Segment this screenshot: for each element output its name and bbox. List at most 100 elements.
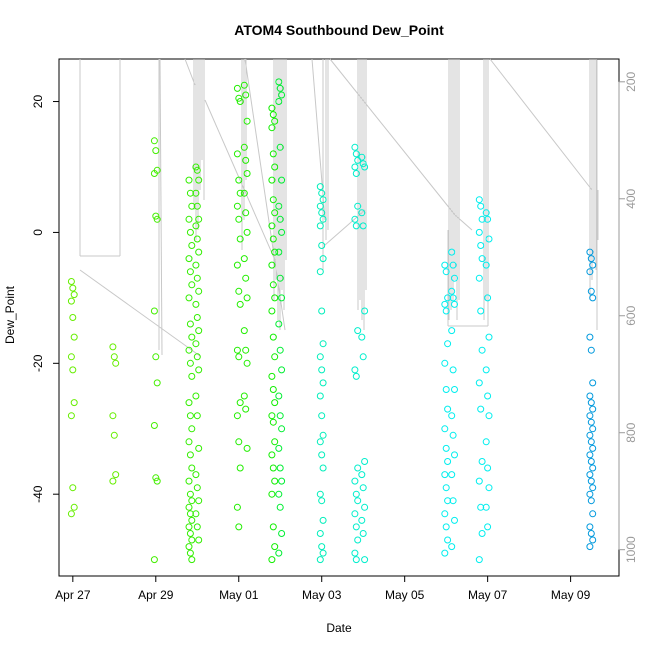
data-point	[188, 464, 196, 472]
data-point	[240, 327, 248, 335]
data-point	[441, 359, 449, 367]
data-point	[268, 307, 276, 315]
data-point	[485, 412, 493, 420]
data-point	[195, 366, 203, 374]
data-point	[358, 516, 366, 524]
data-point	[352, 372, 360, 380]
data-point	[586, 268, 594, 276]
data-point	[589, 379, 597, 387]
data-point	[318, 366, 326, 374]
data-point	[587, 287, 595, 295]
data-point	[442, 523, 450, 531]
data-point	[185, 523, 193, 531]
data-point	[478, 255, 486, 263]
data-point	[448, 327, 456, 335]
data-point	[240, 81, 248, 89]
data-point	[271, 163, 279, 171]
data-point	[477, 307, 485, 315]
data-point	[475, 196, 483, 204]
data-point	[451, 300, 458, 308]
x-tick-label: Apr 29	[138, 588, 174, 602]
profile-trace	[159, 58, 163, 356]
data-point	[110, 353, 118, 361]
data-point	[192, 261, 200, 269]
data-point	[193, 166, 201, 174]
data-point	[358, 153, 366, 161]
data-point	[586, 412, 594, 420]
data-point	[193, 235, 201, 243]
data-point	[153, 379, 161, 387]
data-point	[589, 425, 597, 433]
data-point	[236, 464, 244, 472]
data-point	[188, 556, 196, 564]
data-point	[150, 307, 158, 315]
data-point	[351, 510, 359, 518]
data-point	[112, 471, 120, 479]
data-point	[110, 431, 118, 439]
data-point	[278, 425, 286, 433]
data-point	[268, 124, 276, 132]
data-point	[316, 202, 324, 210]
data-point	[269, 150, 277, 158]
data-point	[586, 392, 594, 400]
data-point	[359, 222, 367, 230]
data-point	[188, 497, 196, 505]
data-point	[233, 150, 241, 158]
data-point	[442, 386, 450, 393]
data-point	[271, 543, 279, 551]
data-point	[271, 438, 279, 446]
data-point	[316, 222, 324, 230]
data-point	[235, 438, 243, 446]
data-point	[441, 549, 449, 557]
data-point	[193, 202, 201, 210]
data-point	[354, 327, 362, 335]
data-point	[587, 418, 595, 426]
data-point	[233, 202, 241, 210]
data-point	[359, 353, 367, 361]
data-point	[152, 474, 160, 482]
data-point	[268, 490, 276, 498]
x-tick-label: May 09	[551, 588, 591, 602]
data-point	[318, 543, 326, 551]
data-point	[276, 84, 284, 92]
data-point	[448, 543, 456, 551]
data-point	[275, 444, 283, 452]
data-point	[484, 392, 492, 400]
data-point	[316, 490, 324, 498]
data-point	[587, 438, 595, 446]
data-point	[276, 215, 284, 223]
data-point	[242, 405, 250, 413]
data-point	[192, 510, 200, 518]
data-point	[586, 490, 594, 498]
data-point	[185, 543, 193, 551]
data-point	[276, 503, 284, 511]
data-point	[153, 215, 161, 223]
data-point	[150, 556, 158, 564]
data-point	[352, 556, 360, 564]
data-point	[484, 464, 492, 472]
data-point	[69, 484, 77, 492]
data-point	[186, 268, 194, 276]
x-axis-label: Date	[326, 621, 352, 635]
data-point	[192, 222, 200, 230]
data-point	[193, 274, 201, 282]
data-point	[243, 228, 251, 236]
data-point	[442, 307, 450, 315]
data-point	[278, 176, 286, 184]
data-point	[358, 333, 366, 341]
data-point	[586, 333, 594, 341]
data-point	[477, 242, 485, 249]
y-tick-label: -40	[31, 485, 45, 503]
data-point	[150, 170, 158, 177]
data-point	[185, 503, 193, 511]
data-point	[352, 490, 360, 498]
data-point	[242, 346, 250, 354]
data-point	[589, 510, 597, 518]
data-point	[153, 477, 161, 485]
data-point	[278, 477, 286, 485]
data-point	[275, 202, 283, 210]
data-point	[243, 170, 251, 177]
data-point	[188, 425, 196, 433]
data-point	[193, 484, 201, 492]
data-point	[586, 543, 594, 551]
